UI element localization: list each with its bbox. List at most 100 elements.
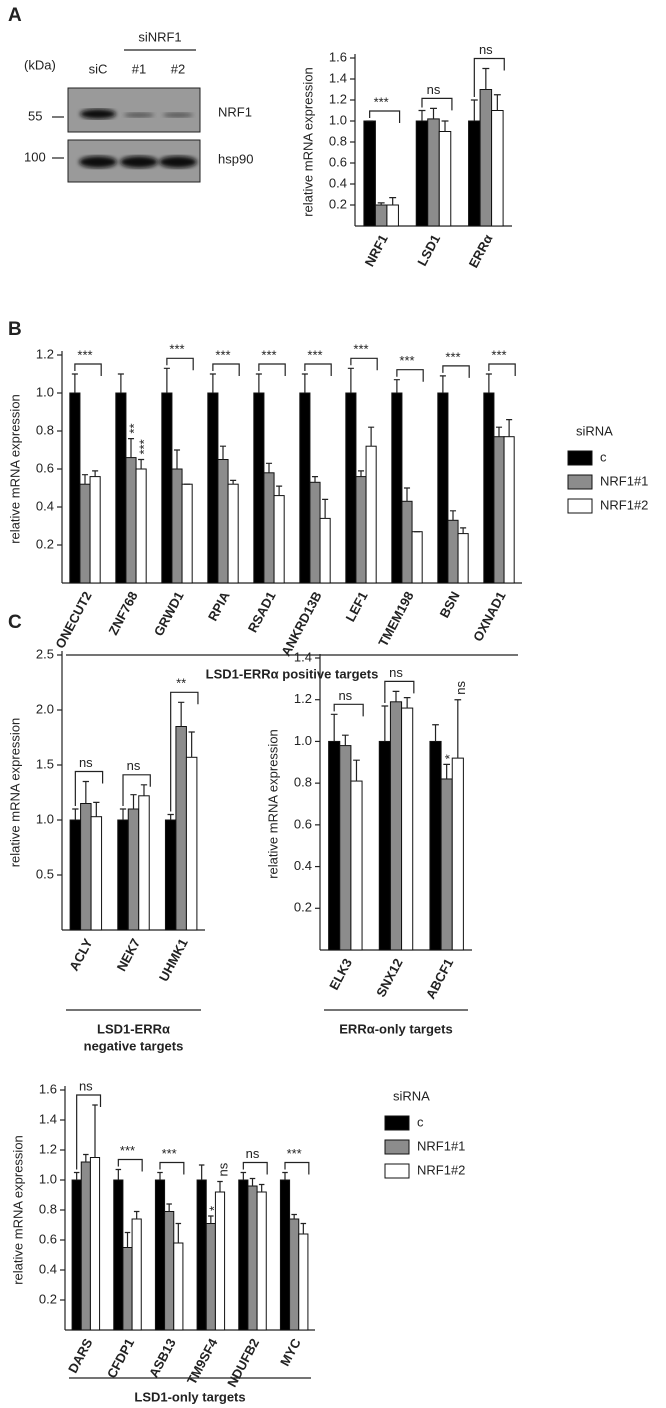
significance-label: ns <box>389 665 403 680</box>
bar <box>298 1233 309 1331</box>
protein-label: NRF1 <box>218 104 252 119</box>
legend-title: siRNA <box>576 423 613 438</box>
bar <box>447 519 459 584</box>
y-tick-label: 0.6 <box>39 1231 57 1246</box>
bar <box>238 1179 249 1331</box>
x-tick-label: CFDP1 <box>104 1336 137 1381</box>
bar <box>479 89 493 227</box>
y-tick-label: 0.6 <box>329 154 347 169</box>
significance-bracket <box>304 363 332 376</box>
significance-bracket <box>369 110 401 123</box>
error-bar <box>393 379 400 393</box>
x-tick-label: ZNF768 <box>105 589 140 638</box>
protein-label: hsp90 <box>218 151 253 166</box>
bar <box>279 1179 291 1331</box>
legend-label: NRF1#2 <box>417 1162 465 1177</box>
error-bar <box>240 1171 247 1180</box>
y-axis-label: relative mRNA expression <box>7 718 22 868</box>
legend-title: siRNA <box>393 1088 430 1103</box>
y-tick-label: 0.4 <box>329 175 347 190</box>
error-bar <box>441 120 449 132</box>
y-tick-label: 1.2 <box>329 91 347 106</box>
bar <box>138 795 150 931</box>
y-axis-label: relative mRNA expression <box>300 67 315 217</box>
y-tick-label: 0.6 <box>294 816 312 831</box>
significance-label: *** <box>77 347 92 362</box>
error-bar <box>258 1183 265 1192</box>
error-bar <box>341 734 349 746</box>
significance-label: *** <box>491 347 506 362</box>
x-tick-label: NRF1 <box>362 232 391 269</box>
error-bar <box>347 367 354 393</box>
significance-bracket <box>159 1161 185 1175</box>
y-tick-label: 0.2 <box>36 536 54 551</box>
error-bar <box>282 1171 288 1180</box>
bar <box>438 131 452 227</box>
bar <box>491 110 504 227</box>
error-bar <box>130 794 137 809</box>
significance-label: *** <box>169 342 184 357</box>
significance-bracket <box>333 703 364 717</box>
significance-bracket <box>242 1161 268 1175</box>
x-tick-label: LSD1 <box>414 232 443 268</box>
significance-label: ** <box>176 676 186 691</box>
bar <box>80 1161 91 1331</box>
y-tick-label: 0.4 <box>36 498 54 513</box>
bar <box>217 459 229 584</box>
significance-label: *** <box>307 347 322 362</box>
error-bar <box>71 373 78 393</box>
bar <box>207 392 219 584</box>
lane-label: #2 <box>171 61 185 76</box>
error-bar <box>175 1222 182 1243</box>
bar <box>214 1191 226 1331</box>
significance-bracket <box>421 97 453 111</box>
bar <box>363 120 376 227</box>
legend-swatch <box>384 1139 410 1155</box>
error-bar <box>127 438 135 458</box>
bar <box>389 701 403 951</box>
y-tick-label: 0.8 <box>39 1201 57 1216</box>
bar <box>90 816 103 931</box>
bar <box>185 756 198 931</box>
y-tick-label: 1.4 <box>329 70 347 85</box>
x-tick-label: TMEM198 <box>375 589 416 649</box>
error-bar <box>140 784 148 796</box>
error-bar <box>230 479 237 485</box>
error-bar <box>418 109 426 121</box>
significance-bracket <box>74 770 104 806</box>
error-bar <box>454 699 462 759</box>
error-bar <box>389 197 397 205</box>
western-blot: (kDa) siNRF1 siC #1 #2 55 100 NRF1 hsp90 <box>24 29 253 183</box>
significance-bracket <box>396 369 424 382</box>
error-bar <box>138 458 145 469</box>
legend-swatch <box>384 1163 410 1179</box>
lane-label: #1 <box>132 61 146 76</box>
x-tick-label: LEF1 <box>343 589 371 624</box>
y-tick-label: 0.4 <box>294 858 312 873</box>
significance-bracket <box>384 680 415 703</box>
x-tick-label: ABCF1 <box>423 956 457 1001</box>
x-tick-label: NDUFB2 <box>224 1336 262 1390</box>
bar <box>309 481 321 584</box>
error-bar <box>353 759 360 782</box>
error-bar <box>381 705 389 742</box>
bar <box>386 204 399 227</box>
bar <box>256 1191 267 1331</box>
y-tick-label: 0.8 <box>36 422 54 437</box>
error-bar <box>430 107 437 119</box>
error-bar <box>115 1168 122 1180</box>
legend-swatch <box>567 474 593 490</box>
bar <box>365 445 377 584</box>
bar <box>205 1223 216 1331</box>
y-tick-label: 1.2 <box>294 691 312 706</box>
marker-label: 55 <box>28 108 42 123</box>
x-tick-label: ANKRD13B <box>278 589 324 659</box>
y-tick-label: 1.0 <box>39 1171 57 1186</box>
bar <box>131 1218 142 1331</box>
y-tick-label: 1.0 <box>329 112 347 127</box>
significance-bracket <box>76 1094 102 1170</box>
error-bar <box>265 462 273 473</box>
y-tick-label: 0.2 <box>39 1291 57 1306</box>
y-tick-label: 1.2 <box>36 346 54 361</box>
significance-bracket <box>117 1158 143 1172</box>
